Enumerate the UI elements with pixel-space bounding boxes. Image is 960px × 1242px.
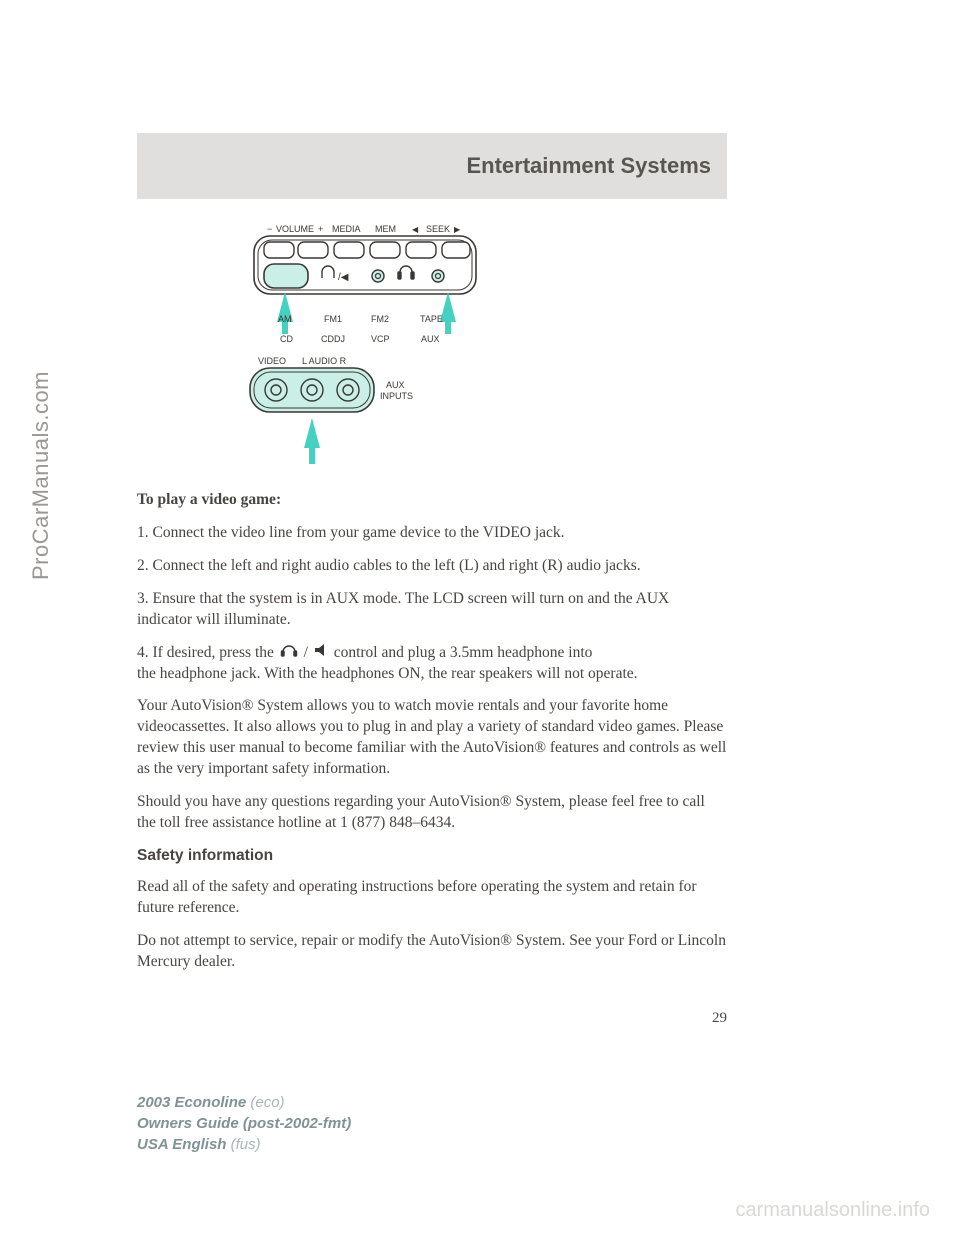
label-cd: CD [280, 334, 293, 344]
label-am: AM [278, 314, 292, 324]
footer-lang-code: (fus) [231, 1136, 261, 1153]
footer: 2003 Econoline (eco) Owners Guide (post-… [137, 1092, 351, 1155]
label-aux-inputs-2: INPUTS [380, 391, 413, 401]
arrow-icon [304, 418, 320, 448]
control-panel-diagram: − VOLUME + MEDIA MEM ◀ SEEK ▶ [230, 218, 520, 478]
footer-model-code: (eco) [250, 1094, 284, 1111]
footer-guide: Owners Guide (post-2002-fmt) [137, 1113, 351, 1134]
paragraph-hotline: Should you have any questions regarding … [137, 792, 727, 834]
label-aux: AUX [421, 334, 440, 344]
highlighted-button [264, 264, 308, 288]
heading-safety: Safety information [137, 846, 727, 867]
heading-play: To play a video game: [137, 491, 281, 508]
paragraph-safety-1: Read all of the safety and operating ins… [137, 877, 727, 919]
label-aux-inputs-1: AUX [386, 380, 405, 390]
label-vol-plus: + [318, 224, 323, 234]
step-2: 2. Connect the left and right audio cabl… [137, 556, 727, 577]
label-media: MEDIA [332, 224, 361, 234]
label-fm1: FM1 [324, 314, 342, 324]
step-1: 1. Connect the video line from your game… [137, 523, 727, 544]
label-fm2: FM2 [371, 314, 389, 324]
headphone-icon [280, 643, 298, 664]
page-title: Entertainment Systems [466, 153, 711, 179]
label-tape: TAPE [420, 314, 443, 324]
label-vol-minus: − [267, 224, 272, 234]
label-video: VIDEO [258, 356, 286, 366]
aux-inputs-panel [250, 368, 374, 412]
label-cddj: CDDJ [321, 334, 345, 344]
label-seek-right: ▶ [454, 225, 461, 234]
step-4: 4. If desired, press the / control and p… [137, 643, 727, 685]
speaker-icon [314, 643, 328, 664]
paragraph-autovision: Your AutoVision® System allows you to wa… [137, 696, 727, 780]
label-vcp: VCP [371, 334, 390, 344]
step-3: 3. Ensure that the system is in AUX mode… [137, 589, 727, 631]
svg-text:/◀: /◀ [338, 272, 349, 283]
sidebar-watermark: ProCarManuals.com [28, 371, 54, 580]
label-seek: SEEK [426, 224, 450, 234]
header-bar: Entertainment Systems [137, 133, 727, 199]
highlighted-jack [432, 270, 444, 282]
footer-model: 2003 Econoline [137, 1094, 246, 1111]
page-number: 29 [712, 1010, 727, 1027]
label-laudior: L AUDIO R [302, 356, 347, 366]
bottom-watermark: carmanualsonline.info [735, 1199, 930, 1222]
label-volume: VOLUME [276, 224, 314, 234]
label-seek-left: ◀ [412, 225, 419, 234]
label-mem: MEM [375, 224, 396, 234]
footer-lang: USA English [137, 1136, 226, 1153]
paragraph-safety-2: Do not attempt to service, repair or mod… [137, 931, 727, 973]
body-content: To play a video game: 1. Connect the vid… [137, 490, 727, 985]
